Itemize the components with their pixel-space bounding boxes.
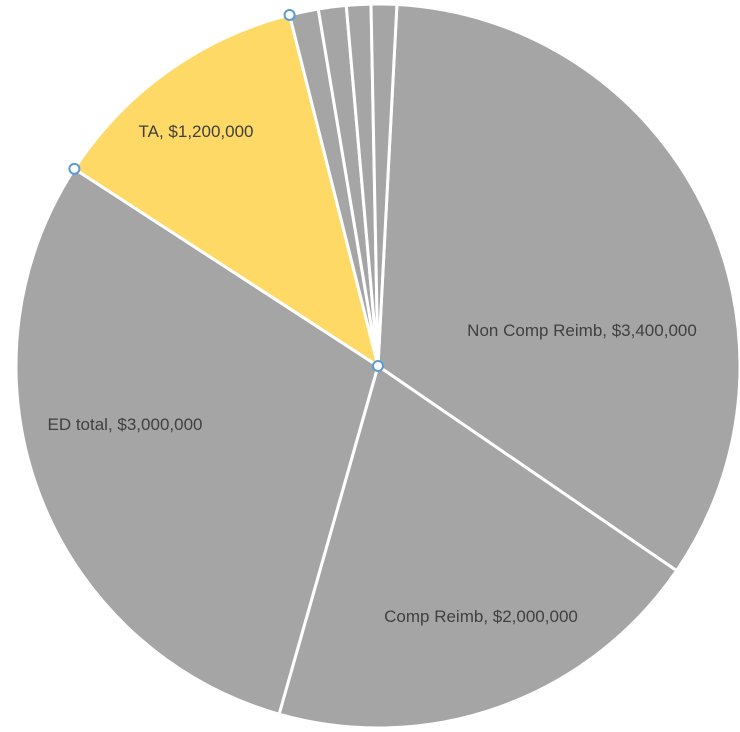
data-label-non-comp-reimb: Non Comp Reimb, $3,400,000 [467, 321, 697, 340]
pie-slice-ed-total[interactable] [14, 167, 380, 716]
pie-slice-unlabeled-7[interactable] [369, 2, 399, 368]
pie-slice-non-comp-reimb[interactable] [376, 2, 740, 573]
pie-slice-ta[interactable] [72, 13, 380, 368]
pie-slice-comp-reimb[interactable] [277, 364, 679, 730]
pie-labels: Non Comp Reimb, $3,400,000 Comp Reimb, $2… [47, 122, 696, 626]
selection-handle[interactable] [68, 162, 81, 175]
data-label-ta: TA, $1,200,000 [139, 122, 254, 141]
data-label-ed-total: ED total, $3,000,000 [47, 415, 202, 434]
pie-slices [14, 2, 740, 730]
data-label-comp-reimb: Comp Reimb, $2,000,000 [384, 607, 578, 626]
selection-handle[interactable] [283, 8, 296, 21]
selection-handle[interactable] [372, 360, 384, 372]
selection-handles [68, 8, 384, 372]
